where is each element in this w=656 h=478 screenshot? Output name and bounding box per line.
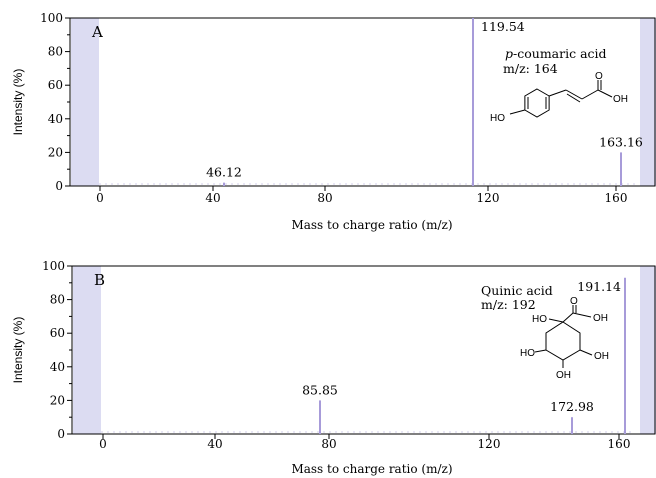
- y-tick-label: 20: [50, 393, 65, 407]
- atom-oh-bottom: OH: [556, 370, 571, 381]
- panel-a: 0 20 40 60 80 100 0 40 80 120 160 Mass to charge ra…: [11, 11, 656, 232]
- x-tick-label: 0: [96, 191, 104, 205]
- y-axis-title: Intensity (%): [11, 69, 25, 136]
- atom-oh-right: OH: [594, 351, 609, 362]
- bond-top-ho: [548, 318, 564, 323]
- compound-mz: m/z: 164: [503, 61, 558, 76]
- peak-label: 85.85: [302, 382, 338, 397]
- left-shaded-band: [73, 266, 101, 434]
- compound-name-rest: -coumaric acid: [513, 46, 607, 61]
- y-tick-label: 80: [50, 293, 65, 307]
- peak-label: 119.54: [481, 19, 525, 34]
- y-axis-title: Intensity (%): [11, 317, 25, 384]
- y-tick-label: 100: [40, 11, 63, 25]
- x-axis-title: Mass to charge ratio (m/z): [291, 462, 452, 476]
- x-tick-label: 160: [605, 191, 628, 205]
- atom-ho-left: HO: [520, 348, 535, 359]
- y-tick-label: 60: [48, 78, 63, 92]
- right-shaded-band: [640, 266, 656, 434]
- x-tick-label: 120: [478, 437, 501, 451]
- bond-carboxyl-oh: [572, 312, 592, 318]
- atom-oh-top: OH: [593, 313, 608, 324]
- bond-carboxyl: [581, 89, 599, 100]
- peak-label: 46.12: [206, 165, 242, 180]
- bond-right-oh: [579, 349, 593, 356]
- x-tick-label: 40: [207, 437, 222, 451]
- cyclohexane-ring: [545, 321, 581, 361]
- y-tick-label: 60: [50, 326, 65, 340]
- x-tick-label: 160: [608, 437, 631, 451]
- panel-label: A: [91, 23, 103, 41]
- x-axis-title: Mass to charge ratio (m/z): [291, 218, 452, 232]
- panel-b: 0 20 40 60 80 100 0 40 80 120 160 Mass to charge ra…: [11, 259, 656, 476]
- y-tick-label: 20: [48, 145, 63, 159]
- p-coumaric-acid-structure: [509, 80, 613, 118]
- x-tick-label: 120: [477, 191, 500, 205]
- bond-oh: [597, 89, 613, 98]
- bond-left-ho: [534, 349, 547, 353]
- bond-carboxyl: [562, 312, 574, 323]
- peak-label: 191.14: [577, 279, 621, 294]
- x-tick-label: 80: [317, 191, 332, 205]
- peak-label: 172.98: [550, 399, 594, 414]
- x-tick-label: 0: [99, 437, 107, 451]
- bond-chain: [548, 89, 567, 97]
- compound-name: p-coumaric acid: [505, 46, 607, 61]
- atom-o: O: [595, 71, 603, 82]
- y-tick-label: 40: [50, 360, 65, 374]
- plot-frame: [69, 17, 656, 187]
- y-tick-label: 0: [57, 427, 65, 441]
- bond-ho: [509, 109, 526, 115]
- atom-ho-top: HO: [532, 314, 547, 325]
- bond-alkene-double: [566, 93, 581, 103]
- benzene-ring: [524, 88, 550, 118]
- left-shaded-band: [71, 18, 99, 186]
- y-tick-label: 100: [42, 259, 65, 273]
- y-tick-label: 0: [55, 179, 63, 193]
- y-tick-label: 80: [48, 45, 63, 59]
- baseline-noise: [99, 183, 635, 185]
- quinic-acid-structure: [534, 305, 593, 368]
- atom-ho: HO: [490, 113, 505, 124]
- compound-mz: m/z: 192: [481, 297, 536, 312]
- baseline-noise: [101, 431, 631, 433]
- bond-alkene: [565, 89, 583, 100]
- panel-label: B: [94, 271, 105, 289]
- atom-oh: OH: [613, 94, 628, 105]
- atom-o: O: [570, 296, 578, 307]
- x-tick-label: 80: [321, 437, 336, 451]
- compound-name-prefix: p: [505, 46, 513, 61]
- y-tick-label: 40: [48, 112, 63, 126]
- peak-label: 163.16: [599, 134, 643, 149]
- right-shaded-band: [640, 18, 656, 186]
- x-tick-label: 40: [205, 191, 220, 205]
- compound-name: Quinic acid: [481, 283, 553, 298]
